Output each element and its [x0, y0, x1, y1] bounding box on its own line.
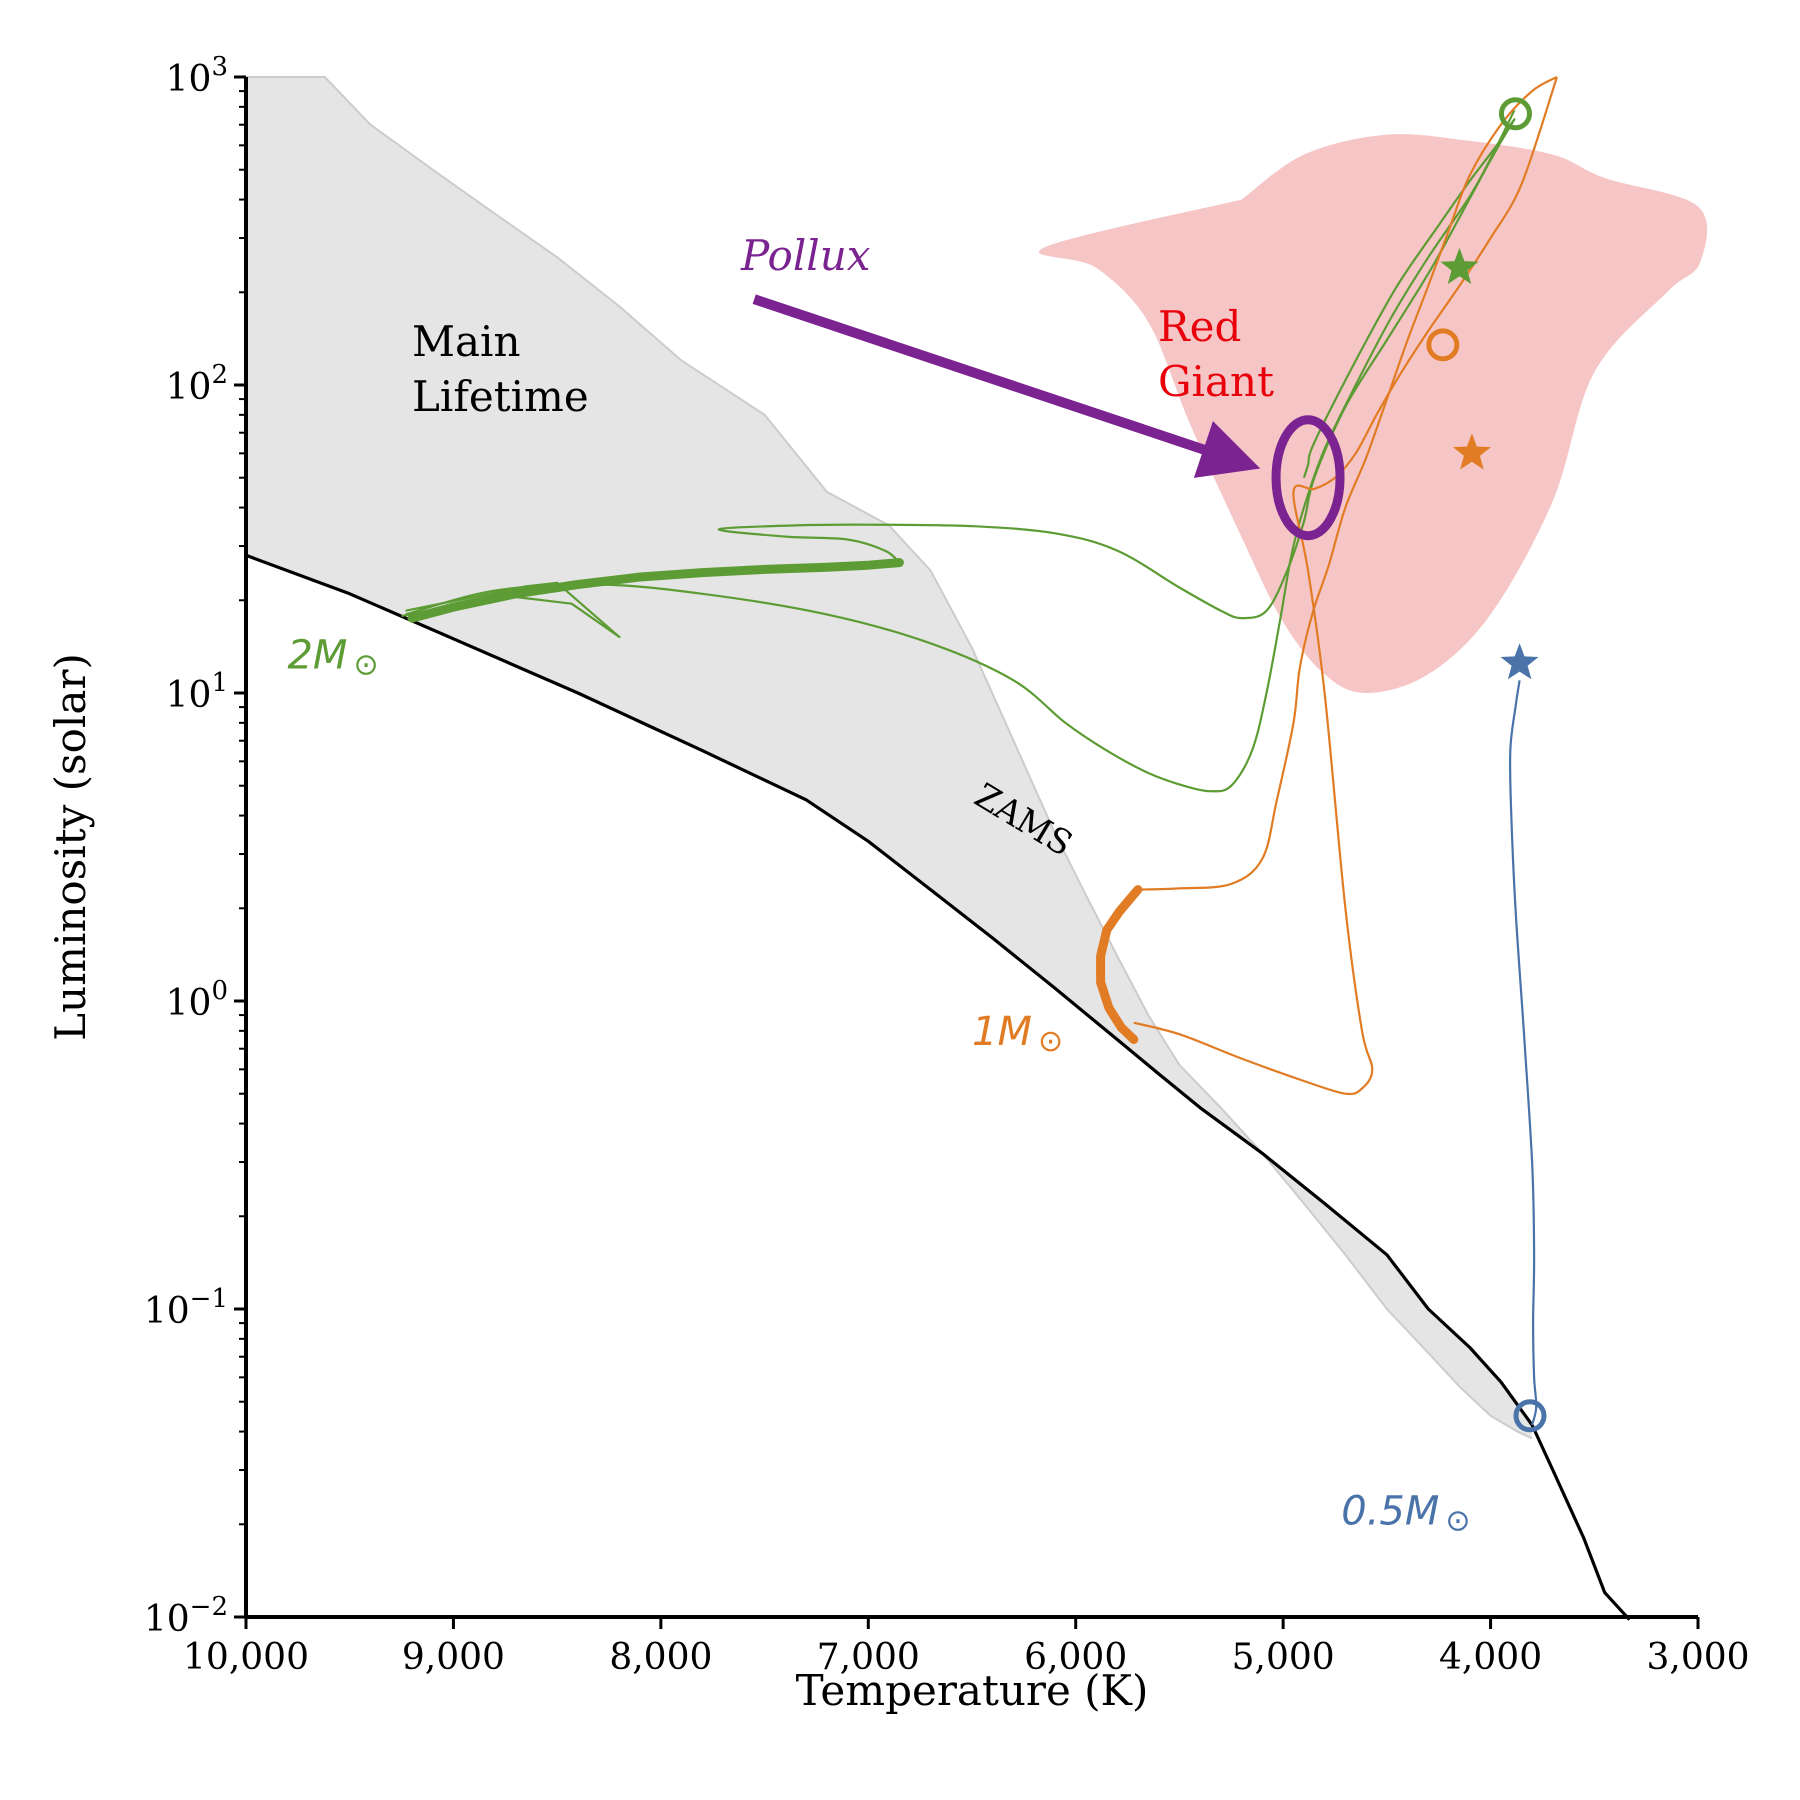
- series-0-5m-sun-track: [1508, 680, 1538, 1426]
- series-1m-sun-label: 1M ⊙: [972, 1009, 1063, 1059]
- y-tick-label-exp-3: 1: [211, 668, 228, 698]
- x-tick-label-2: 8,000: [609, 1637, 712, 1678]
- series-2m-sun-circle-marker: [1498, 97, 1532, 131]
- y-axis-label: Luminosity (solar): [46, 653, 95, 1041]
- y-tick-label-3: 101: [166, 668, 228, 716]
- main-lifetime-edge: [246, 76, 1533, 1440]
- y-tick-label-0: 10−2: [144, 1592, 228, 1640]
- red-giant-label-line-0: Red: [1158, 302, 1241, 351]
- y-tick-label-1: 10−1: [144, 1284, 228, 1332]
- x-tick-label-3: 7,000: [817, 1637, 920, 1678]
- y-tick-label-exp-2: 0: [211, 976, 228, 1006]
- series-0-5m-sun-label-mass: 0.5M: [1341, 1488, 1439, 1534]
- series-1m-sun-track: [1137, 76, 1558, 891]
- red-giant-label-line-1: Giant: [1158, 357, 1274, 406]
- x-axis-label: Temperature (K): [796, 1666, 1149, 1715]
- series-2m-sun-track-2: [405, 109, 1516, 793]
- series-1m-sun-main-sequence: [1096, 885, 1143, 1044]
- series-0-5m-sun-circle-marker: [1513, 1399, 1547, 1433]
- y-tick-label-base-1: 10: [144, 1291, 190, 1332]
- x-tick-label-0: 10,000: [183, 1637, 309, 1678]
- x-tick-label-7: 3,000: [1646, 1637, 1749, 1678]
- y-tick-label-exp-1: −1: [190, 1284, 228, 1314]
- pollux-ellipse: [1271, 415, 1345, 541]
- series-2m-sun-label: 2M ⊙: [287, 633, 378, 683]
- y-tick-label-2: 100: [166, 976, 228, 1024]
- series-0-5m-sun-star-marker: [1500, 643, 1539, 680]
- zams-line: [245, 553, 1631, 1621]
- series-2m-sun-label-sun-symbol: ⊙: [353, 648, 378, 683]
- y-tick-label-exp-4: 2: [211, 360, 228, 390]
- y-tick-label-exp-5: 3: [211, 52, 228, 82]
- x-tick-label-1: 9,000: [402, 1637, 505, 1678]
- series-1m-sun-circle-marker: [1426, 328, 1460, 362]
- y-tick-label-base-5: 10: [166, 59, 212, 100]
- x-tick-label-6: 4,000: [1439, 1637, 1542, 1678]
- series-2m-sun-hook: [401, 581, 621, 639]
- series-1m-sun-label-mass: 1M: [972, 1009, 1032, 1055]
- main-lifetime-label-line-0: Main: [412, 317, 521, 366]
- series-1m-sun-track-2: [1133, 76, 1558, 1096]
- pollux-arrow: [752, 294, 1261, 478]
- x-tick-label-5: 5,000: [1232, 1637, 1335, 1678]
- series-2m-sun-star-marker: [1440, 247, 1479, 285]
- tracks-layer: [401, 76, 1558, 1426]
- series-1m-sun-label-sun-symbol: ⊙: [1038, 1024, 1063, 1059]
- y-tick-label-4: 102: [166, 360, 228, 408]
- pollux-label: Pollux: [740, 231, 871, 280]
- y-tick-label-base-4: 10: [166, 367, 212, 408]
- regions-layer: [246, 76, 1708, 1440]
- axes-layer: 10,000 9,000 8,000 7,000 6,000 5,000 4,000 3,00…: [46, 52, 1750, 1715]
- y-tick-label-exp-0: −2: [190, 1592, 228, 1622]
- markers-layer: [1426, 97, 1547, 1433]
- y-tick-label-5: 103: [166, 52, 228, 100]
- y-tick-label-base-0: 10: [144, 1599, 190, 1640]
- y-tick-label-base-3: 10: [166, 675, 212, 716]
- series-0-5m-sun-label-sun-symbol: ⊙: [1445, 1503, 1470, 1538]
- red-giant-area: [1038, 134, 1708, 693]
- series-2m-sun-label-mass: 2M: [287, 633, 347, 679]
- series-1m-sun-star-marker: [1452, 433, 1491, 470]
- y-tick-label-base-2: 10: [166, 983, 212, 1024]
- series-2m-sun-track: [717, 117, 1516, 620]
- main-lifetime-label-line-1: Lifetime: [412, 372, 589, 421]
- series-0-5m-sun-label: 0.5M ⊙: [1341, 1488, 1470, 1538]
- x-tick-label-4: 6,000: [1024, 1637, 1127, 1678]
